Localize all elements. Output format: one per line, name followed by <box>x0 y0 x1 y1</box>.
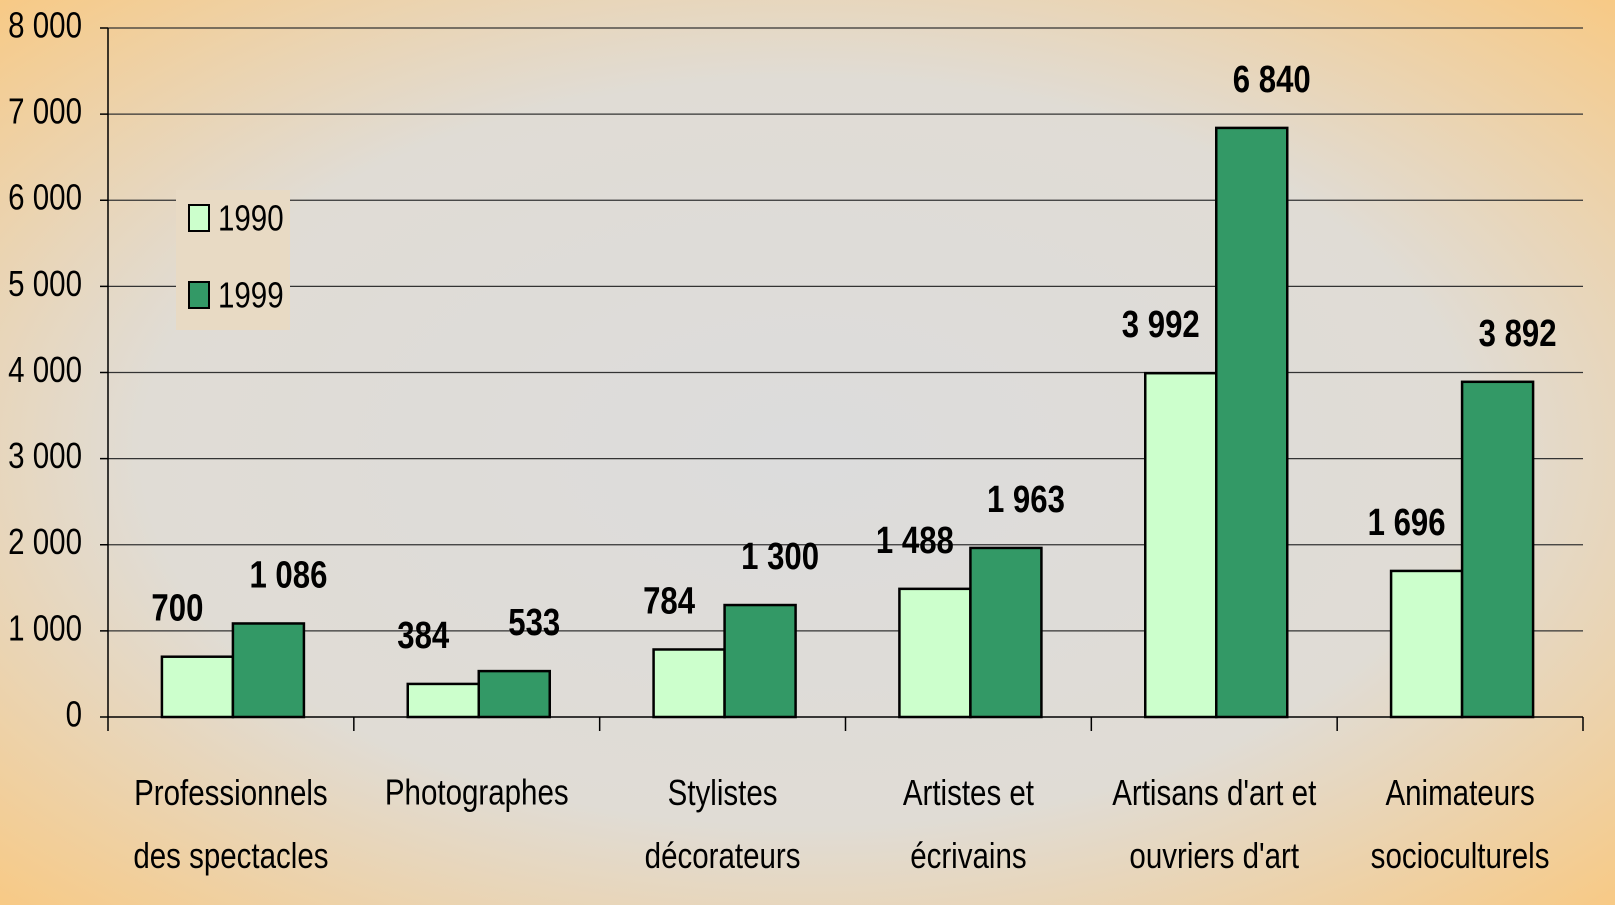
value-label: 3 892 <box>1479 313 1557 355</box>
x-tick-label: Photographes <box>385 772 569 812</box>
y-tick-label: 4 000 <box>8 349 82 389</box>
value-label: 3 992 <box>1122 304 1200 346</box>
y-tick-label: 5 000 <box>8 263 82 303</box>
value-label: 1 696 <box>1368 502 1446 544</box>
y-tick-label: 3 000 <box>8 435 82 475</box>
value-label: 1 086 <box>249 555 327 597</box>
legend-label: 1999 <box>218 275 284 315</box>
bar <box>1460 380 1535 719</box>
x-tick-label: Animateurs socioculturels <box>1371 772 1550 875</box>
x-tick-label: Artistes et écrivains <box>903 772 1034 875</box>
value-label: 1 963 <box>987 479 1065 521</box>
bar <box>1215 126 1289 719</box>
bar <box>723 603 797 719</box>
y-tick-label: 1 000 <box>8 608 82 648</box>
value-label: 533 <box>508 602 560 644</box>
bar <box>898 587 972 719</box>
bar <box>231 622 306 719</box>
bar <box>652 648 726 719</box>
value-label: 1 300 <box>741 536 819 578</box>
legend-swatch <box>188 281 210 309</box>
y-tick-label: 6 000 <box>8 177 82 217</box>
y-tick-label: 2 000 <box>8 521 82 561</box>
value-label: 1 488 <box>876 520 954 562</box>
bar <box>160 655 235 719</box>
y-tick-label: 8 000 <box>8 5 82 45</box>
x-tick-label: Stylistes décorateurs <box>645 772 801 875</box>
bar <box>406 682 480 719</box>
value-label: 6 840 <box>1233 59 1311 101</box>
bar <box>1144 371 1218 719</box>
x-tick-label: Professionnels des spectacles <box>133 772 328 875</box>
y-tick-label: 0 <box>66 694 82 734</box>
value-label: 700 <box>151 588 203 630</box>
x-tick-label: Artisans d'art et ouvriers d'art <box>1112 772 1316 875</box>
bar <box>1389 569 1464 719</box>
bar <box>969 546 1043 719</box>
legend-swatch <box>188 204 210 232</box>
bar <box>477 669 551 719</box>
legend-label: 1990 <box>218 198 284 238</box>
value-label: 384 <box>397 615 450 657</box>
value-label: 784 <box>643 581 696 623</box>
y-tick-label: 7 000 <box>8 91 82 131</box>
